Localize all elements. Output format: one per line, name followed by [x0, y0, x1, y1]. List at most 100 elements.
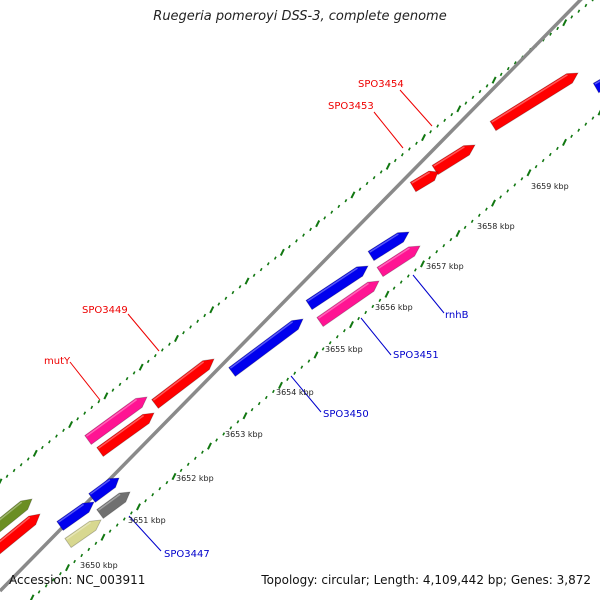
tick-mark	[231, 290, 235, 295]
gene-spo3451	[316, 280, 380, 328]
label-leaders	[69, 89, 445, 552]
tick-mark	[168, 342, 171, 346]
gene-grey	[96, 491, 131, 519]
tick-mark	[597, 109, 600, 116]
gene-pink-3657	[376, 245, 421, 278]
kbp-label: 3651 kbp	[128, 516, 166, 525]
tick-mark	[151, 493, 155, 497]
tick-mark	[471, 95, 475, 100]
tick-mark	[201, 450, 204, 454]
tick-mark	[436, 124, 440, 128]
kbp-label: 3658 kbp	[477, 222, 515, 231]
tick-mark	[293, 371, 297, 375]
tick-mark	[244, 277, 250, 285]
tick-mark	[435, 250, 439, 254]
leader-spo3451	[360, 317, 392, 356]
gene-label-forward: SPO3449	[82, 305, 128, 316]
tick-mark	[513, 61, 517, 65]
kbp-label: 3654 kbp	[276, 388, 314, 397]
tick-mark	[485, 84, 489, 88]
tick-mark	[259, 267, 263, 272]
tick-mark	[485, 207, 488, 211]
tick-mark	[506, 66, 510, 71]
tick-mark	[146, 359, 150, 364]
kbp-labels: 3650 kbp 3651 kbp 3652 kbp 3653 kbp 3654 kbp…	[80, 182, 569, 570]
tick-mark	[94, 541, 98, 546]
tick-mark	[429, 130, 432, 134]
tick-mark	[264, 395, 268, 400]
gene-red-3659	[409, 170, 439, 193]
tick-mark	[158, 486, 162, 491]
lower-tick-track	[29, 109, 600, 600]
gene-label-reverse: SPO3447	[164, 549, 210, 560]
tick-mark	[278, 381, 283, 389]
tick-mark	[323, 216, 327, 220]
genome-summary-text: Topology: circular; Length: 4,109,442 bp…	[261, 573, 591, 587]
gene-labels: SPO3454 SPO3453 SPO3449 mutY rnhB SPO3451 SPO3…	[44, 79, 469, 560]
tick-mark	[196, 319, 200, 323]
tick-mark	[144, 499, 147, 503]
tick-mark	[115, 523, 119, 527]
tick-mark	[520, 177, 524, 181]
tick-mark	[491, 76, 497, 84]
leader-spo3453	[373, 111, 404, 149]
tick-mark	[315, 220, 321, 228]
tick-mark	[44, 584, 48, 588]
gene-spo3454	[489, 72, 579, 132]
tick-mark	[236, 420, 240, 424]
tick-mark	[470, 219, 474, 224]
tick-mark	[165, 480, 169, 485]
tick-mark	[415, 141, 418, 145]
tick-mark	[138, 363, 144, 371]
tick-mark	[443, 118, 447, 123]
tick-mark	[562, 19, 568, 27]
tick-mark	[364, 310, 368, 315]
gene-muty	[96, 412, 155, 458]
tick-mark	[378, 298, 382, 303]
leader-spo3447	[128, 515, 162, 552]
tick-mark	[365, 181, 369, 186]
gene-label-forward: SPO3454	[358, 79, 404, 90]
tick-mark	[179, 468, 183, 473]
gene-label-forward: SPO3453	[328, 101, 374, 112]
tick-mark	[477, 213, 481, 217]
tick-mark	[222, 432, 226, 436]
gene-features	[0, 72, 600, 555]
tick-mark	[0, 478, 3, 485]
tick-mark	[335, 335, 339, 339]
leader-spo3450	[290, 375, 322, 413]
tick-mark	[591, 0, 594, 2]
tick-mark	[12, 468, 16, 473]
tick-mark	[302, 233, 305, 237]
tick-mark	[73, 559, 76, 564]
tick-mark	[51, 578, 55, 582]
tick-mark	[570, 15, 574, 19]
tick-mark	[584, 122, 588, 126]
gene-spo3450	[228, 318, 304, 377]
tick-mark	[449, 237, 453, 242]
tick-mark	[238, 285, 242, 289]
gene-khaki	[64, 519, 102, 549]
gene-spo3447	[88, 477, 120, 503]
tick-mark	[499, 72, 503, 77]
kbp-label: 3656 kbp	[375, 303, 413, 312]
tick-mark	[229, 426, 233, 430]
tick-mark	[456, 105, 462, 113]
tick-mark	[209, 306, 215, 314]
tick-mark	[295, 239, 298, 243]
tick-mark	[76, 417, 80, 421]
tick-mark	[399, 280, 403, 284]
tick-mark	[252, 273, 256, 278]
tick-mark	[257, 401, 261, 406]
tick-mark	[224, 296, 228, 300]
tick-mark	[450, 112, 454, 117]
tick-mark	[478, 89, 482, 94]
tick-mark	[414, 268, 417, 272]
tick-mark	[186, 462, 190, 467]
tick-mark	[591, 116, 595, 120]
gene-olive	[0, 498, 33, 533]
tick-mark	[217, 302, 221, 306]
tick-mark	[330, 210, 334, 214]
tick-mark	[279, 248, 285, 256]
tick-mark	[464, 101, 468, 105]
